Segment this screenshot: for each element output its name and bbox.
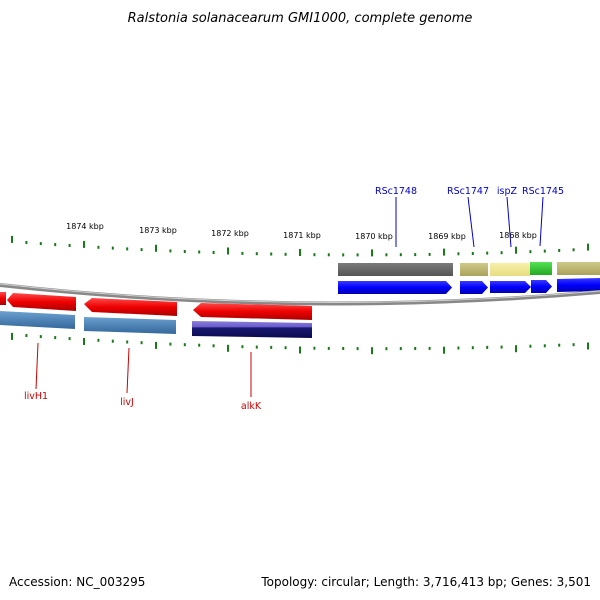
forward-cds-track xyxy=(338,278,600,294)
genome-info-text: Topology: circular; Length: 3,716,413 bp… xyxy=(260,575,591,589)
scale-label-1868: 1868 kbp xyxy=(499,231,537,240)
reverse-cds-track xyxy=(0,292,312,320)
genome-backbone xyxy=(0,283,600,306)
scale-label-1872: 1872 kbp xyxy=(211,229,249,238)
gene-label-livj[interactable]: livJ xyxy=(120,397,134,408)
feature-block-alkk[interactable] xyxy=(192,321,312,338)
gene-label-rsc1747[interactable]: RSc1747 xyxy=(447,186,489,197)
gene-label-rsc1748[interactable]: RSc1748 xyxy=(375,186,417,197)
feature-block-livh1[interactable] xyxy=(0,311,75,329)
accession-text: Accession: NC_003295 xyxy=(9,575,145,589)
scale-label-1871: 1871 kbp xyxy=(283,231,321,240)
scale-label-1873: 1873 kbp xyxy=(139,226,177,235)
cds-arrow-ispz[interactable] xyxy=(490,281,531,293)
leader-rsc1745 xyxy=(539,196,544,247)
reverse-gene-labels: livH1 livJ alkK xyxy=(24,342,262,412)
cds-arrow-next[interactable] xyxy=(557,278,600,292)
reverse-feature-track xyxy=(0,311,312,338)
leader-ispz xyxy=(506,196,512,248)
outer-scale-ticks xyxy=(11,235,589,257)
leader-rsc1747 xyxy=(467,196,475,248)
feature-block-next[interactable] xyxy=(557,262,600,275)
scale-label-1870: 1870 kbp xyxy=(355,232,393,241)
gene-label-rsc1745[interactable]: RSc1745 xyxy=(522,186,564,197)
scale-labels: 1874 kbp 1873 kbp 1872 kbp 1871 kbp 1870… xyxy=(66,222,537,241)
gene-label-alkk[interactable]: alkK xyxy=(241,401,262,412)
feature-block-rsc1747[interactable] xyxy=(460,263,488,276)
cds-arrow-livj[interactable] xyxy=(84,298,177,316)
cds-arrow-left-edge[interactable] xyxy=(0,292,6,305)
feature-block-rsc1745[interactable] xyxy=(530,262,552,275)
cds-arrow-livh1[interactable] xyxy=(7,293,76,311)
feature-block-ispz[interactable] xyxy=(490,263,530,276)
genome-backbone-highlight xyxy=(0,283,600,303)
gene-label-ispz[interactable]: ispZ xyxy=(497,186,518,197)
gene-label-livh1[interactable]: livH1 xyxy=(24,391,48,402)
leader-livh1 xyxy=(35,342,39,390)
forward-gene-labels: RSc1748 RSc1747 ispZ RSc1745 xyxy=(375,186,564,248)
cds-arrow-rsc1745[interactable] xyxy=(531,280,552,293)
leader-livj xyxy=(126,347,130,394)
scale-label-1869: 1869 kbp xyxy=(428,232,466,241)
cds-arrow-rsc1748[interactable] xyxy=(338,281,452,294)
feature-block-rsc1748[interactable] xyxy=(338,263,453,276)
cds-arrow-alkk[interactable] xyxy=(193,303,312,320)
scale-label-1874: 1874 kbp xyxy=(66,222,104,231)
inner-scale-ticks xyxy=(11,332,589,355)
cds-arrow-rsc1747[interactable] xyxy=(460,281,488,294)
map-title: Ralstonia solanacearum GMI1000, complete… xyxy=(128,11,473,26)
feature-block-livj[interactable] xyxy=(84,317,176,334)
forward-feature-track xyxy=(338,262,600,276)
